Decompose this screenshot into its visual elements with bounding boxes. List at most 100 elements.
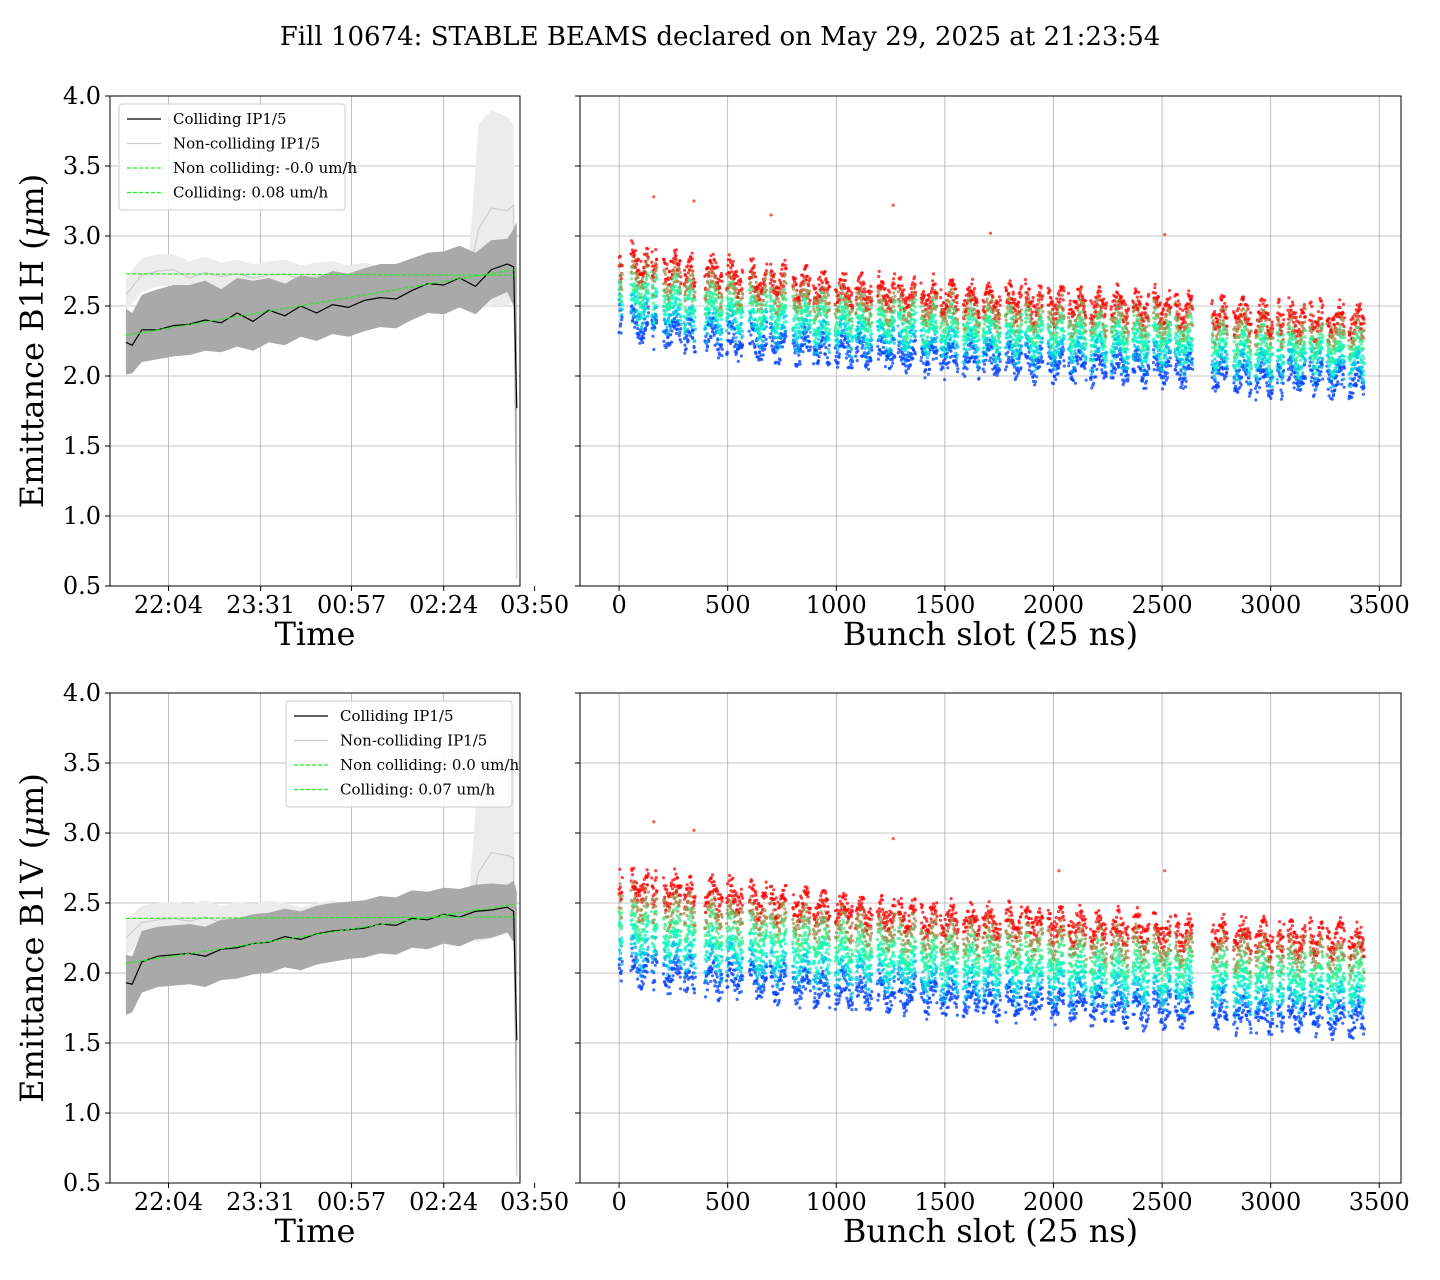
bunch-point (739, 354, 744, 358)
bunch-point (669, 333, 673, 337)
bunch-point (728, 260, 733, 264)
bunch-point (891, 361, 895, 365)
bunch-point (933, 282, 937, 286)
bunch-point (711, 279, 715, 283)
bunch-point (1020, 319, 1024, 323)
bunch-point (777, 318, 781, 323)
bunch-point (736, 295, 740, 299)
bunch-point (689, 315, 693, 319)
bunch-point (935, 325, 939, 329)
bunch-point (691, 331, 695, 335)
bunch-point (819, 313, 823, 317)
bunch-point (1035, 331, 1040, 335)
bunch-point (630, 239, 634, 243)
bunch-point (748, 291, 752, 295)
bunch-point (646, 288, 650, 293)
bunch-point (977, 323, 982, 327)
bunch-point (620, 303, 624, 307)
bunch-point (827, 350, 832, 354)
bunch-point (949, 333, 953, 338)
bunch-point (778, 278, 782, 282)
bunch-point (737, 300, 741, 304)
bunch-point (877, 291, 881, 295)
bunch-point (975, 333, 979, 337)
bunch-point (919, 281, 923, 285)
bunch-point (922, 326, 926, 331)
bunch-point (720, 331, 724, 335)
bunch-point (794, 282, 798, 286)
bunch-point (803, 342, 807, 346)
bunch-point (641, 340, 645, 345)
bunch-point (762, 335, 766, 339)
bunch-point (646, 283, 650, 287)
bunch-point (731, 340, 735, 344)
bunch-point (741, 310, 745, 315)
bunch-point (783, 288, 787, 292)
bunch-point (1036, 355, 1041, 359)
bunch-point (1026, 293, 1030, 297)
bunch-point (676, 279, 680, 283)
bunch-point (675, 315, 679, 319)
bunch-point (1030, 317, 1034, 321)
bunch-point (988, 314, 992, 319)
bunch-train (725, 253, 745, 363)
bunch-point (1035, 340, 1039, 344)
colliding-band (125, 222, 517, 579)
bunch-point (949, 295, 953, 299)
bunch-point (934, 356, 939, 360)
bunch-point (714, 261, 718, 265)
bunch-point (815, 351, 820, 355)
bunch-point (892, 282, 896, 286)
y-tick-label: 1.5 (63, 432, 101, 460)
bunch-point (783, 258, 787, 262)
bunch-point (780, 345, 785, 349)
bunch-point (778, 358, 782, 362)
bunch-point (730, 322, 735, 326)
bunch-point (688, 321, 693, 326)
bunch-point (843, 309, 848, 313)
bunch-point (763, 347, 767, 351)
bunch-point (975, 297, 979, 301)
bunch-point (619, 277, 623, 281)
bunch-point (1011, 356, 1015, 360)
bunch-point (927, 330, 931, 334)
bunch-point (876, 294, 880, 298)
bunch-point (679, 319, 683, 323)
bunch-point (639, 292, 643, 296)
bunch-point (1015, 319, 1019, 323)
bunch-point (740, 287, 744, 291)
bunch-point (933, 313, 937, 317)
bunch-point (820, 281, 825, 285)
bunch-point (833, 328, 837, 332)
bunch-point (709, 291, 713, 295)
bunch-point (977, 312, 981, 316)
bunch-point (904, 371, 908, 375)
x-tick-label: 23:31 (226, 591, 295, 619)
bunch-point (807, 305, 811, 309)
bunch-point (1018, 290, 1022, 294)
bunch-point (797, 353, 801, 357)
bunch-point (758, 316, 762, 320)
bunch-point (690, 283, 694, 287)
bunch-point (749, 333, 753, 337)
bunch-point (882, 328, 886, 332)
bunch-train (981, 281, 1003, 377)
bunch-point (1006, 350, 1010, 354)
bunch-point (683, 343, 687, 347)
bunch-point (1058, 336, 1062, 340)
bunch-point (1067, 361, 1071, 365)
bunch-point (807, 301, 811, 306)
bunch-point (955, 335, 960, 339)
bunch-point (720, 310, 724, 314)
y-axis-label-suffix: m) (13, 174, 51, 217)
bunch-point (645, 299, 649, 304)
bunch-point (706, 344, 710, 348)
bunch-point (693, 295, 697, 299)
bunch-point (956, 317, 960, 321)
bunch-point (668, 319, 672, 323)
bunch-point (642, 332, 646, 336)
bunch-point (965, 349, 969, 353)
bunch-point (956, 330, 960, 334)
bunch-point (784, 305, 788, 309)
bunch-train (1003, 279, 1024, 382)
